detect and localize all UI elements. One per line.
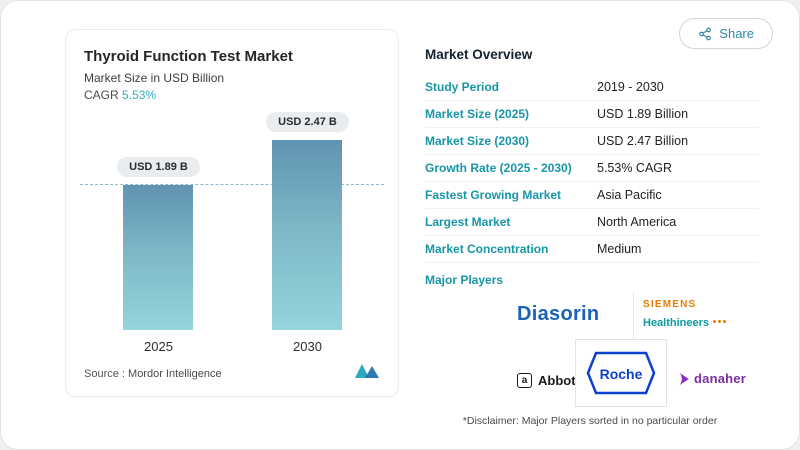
x-axis-labels: 2025 2030 — [84, 339, 382, 354]
overview-row-study-period: Study Period 2019 - 2030 — [425, 74, 759, 101]
row-label: Study Period — [425, 80, 500, 94]
row-value: USD 2.47 Billion — [597, 134, 689, 148]
x-label-2025: 2025 — [144, 339, 173, 354]
bar-value-label-2025: USD 1.89 B — [117, 157, 200, 177]
siemens-wordmark: SIEMENS — [643, 299, 697, 310]
healthineers-wordmark: Healthineers — [643, 316, 710, 329]
mordor-logo-icon — [352, 362, 382, 385]
chart-title: Thyroid Function Test Market — [84, 48, 293, 65]
abbott-logo: a Abbott — [517, 373, 580, 388]
bar-group-2025: USD 1.89 B — [90, 112, 227, 330]
row-label: Fastest Growing Market — [425, 188, 562, 202]
overview-heading: Market Overview — [425, 47, 533, 62]
reference-line — [80, 184, 384, 185]
major-players-label: Major Players — [425, 273, 504, 287]
bar-group-2030: USD 2.47 B — [239, 112, 376, 330]
market-chart-card: Thyroid Function Test Market Market Size… — [65, 29, 399, 397]
chart-subtitle: Market Size in USD Billion — [84, 71, 225, 85]
roche-logo: Roche — [575, 339, 667, 407]
row-label: Growth Rate (2025 - 2030) — [425, 161, 572, 175]
abbott-wordmark: Abbott — [538, 373, 580, 388]
row-label: Market Size (2030) — [425, 134, 530, 148]
roche-wordmark: Roche — [600, 366, 643, 382]
row-value: USD 1.89 Billion — [597, 107, 689, 121]
cagr-value: 5.53% — [122, 88, 157, 102]
siemens-dots-icon — [711, 312, 727, 332]
overview-row-fastest-growing-market: Fastest Growing Market Asia Pacific — [425, 182, 759, 209]
overview-row-growth-rate: Growth Rate (2025 - 2030) 5.53% CAGR — [425, 155, 759, 182]
logo-divider — [633, 291, 634, 343]
share-icon — [698, 27, 712, 41]
siemens-healthineers-logo: SIEMENS Healthineers — [643, 299, 727, 332]
market-overview-panel: Market Overview Study Period 2019 - 2030… — [425, 47, 759, 413]
share-button-label: Share — [719, 26, 754, 41]
row-value: 5.53% CAGR — [597, 161, 673, 175]
cagr-label: CAGR — [84, 88, 119, 102]
danaher-swoosh-icon — [677, 372, 691, 386]
cagr-line: CAGR 5.53% — [84, 88, 382, 102]
overview-row-largest-market: Largest Market North America — [425, 209, 759, 236]
overview-row-market-concentration: Market Concentration Medium — [425, 236, 759, 263]
bar-2025 — [123, 185, 194, 330]
row-value: North America — [597, 215, 677, 229]
disclaimer-text: *Disclaimer: Major Players sorted in no … — [462, 415, 718, 427]
overview-row-market-size-2025: Market Size (2025) USD 1.89 Billion — [425, 101, 759, 128]
x-label-2030: 2030 — [293, 339, 322, 354]
danaher-logo: danaher — [677, 371, 746, 386]
row-label: Largest Market — [425, 215, 511, 229]
danaher-wordmark: danaher — [694, 371, 746, 386]
row-label: Market Size (2025) — [425, 107, 530, 121]
diasorin-logo: Diasorin — [517, 303, 600, 325]
bar-chart-plot: USD 1.89 B USD 2.47 B — [80, 112, 384, 330]
share-button[interactable]: Share — [679, 18, 773, 49]
major-players-logos: Diasorin SIEMENS Healthineers a Abbott R… — [425, 291, 759, 413]
overview-row-market-size-2030: Market Size (2030) USD 2.47 Billion — [425, 128, 759, 155]
source-prefix: Source : — [84, 367, 125, 380]
bar-value-label-2030: USD 2.47 B — [266, 112, 349, 132]
source-row: Source : Mordor Intelligence — [84, 354, 382, 385]
source-text: Source : Mordor Intelligence — [84, 368, 222, 380]
row-value: Asia Pacific — [597, 188, 662, 202]
bar-2030 — [272, 140, 343, 330]
row-label: Market Concentration — [425, 242, 549, 256]
source-name: Mordor Intelligence — [128, 367, 222, 380]
abbott-mark-icon: a — [517, 373, 532, 388]
row-value: 2019 - 2030 — [597, 80, 664, 94]
row-value: Medium — [597, 242, 642, 256]
